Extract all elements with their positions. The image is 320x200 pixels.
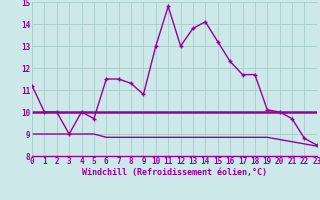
X-axis label: Windchill (Refroidissement éolien,°C): Windchill (Refroidissement éolien,°C): [82, 168, 267, 177]
